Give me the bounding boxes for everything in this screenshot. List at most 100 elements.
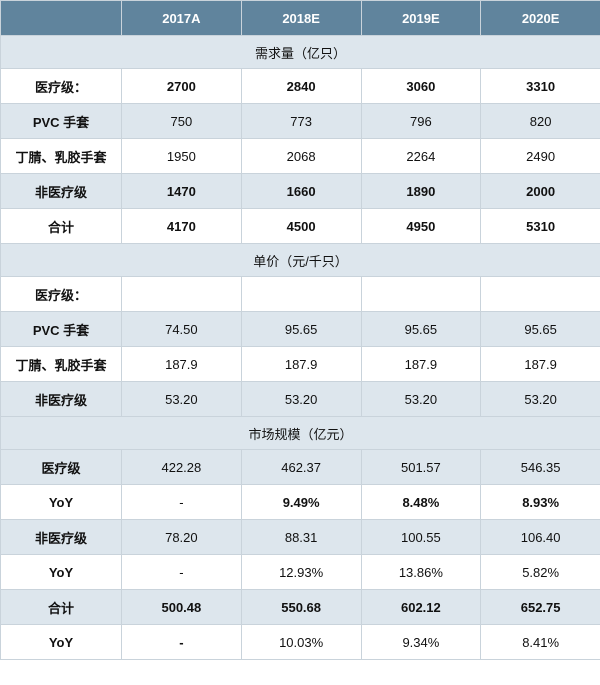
header-cell-2020e: 2020E (480, 0, 600, 36)
row-label: 非医疗级 (0, 381, 122, 417)
table-cell: 4950 (360, 208, 482, 244)
table-row: YoY -10.03% 9.34% 8.41% (0, 624, 600, 660)
table-cell: 8.93% (480, 484, 600, 520)
row-label: YoY (0, 554, 122, 590)
table-cell: 602.12 (360, 589, 482, 625)
table-cell: - (121, 554, 242, 590)
row-label: 丁腈、乳胶手套 (0, 346, 122, 382)
table-cell: 12.93% (240, 554, 362, 590)
table-cell: 187.9 (240, 346, 362, 382)
table-cell: 422.28 (121, 449, 242, 485)
table-cell: 106.40 (480, 519, 600, 555)
table-row: 医疗级 422.28 462.37 501.57 546.35 (0, 449, 600, 485)
table-cell: 4500 (240, 208, 362, 244)
table-row: PVC 手套 74.50 95.65 95.65 95.65 (0, 311, 600, 347)
section-title: 单价（元/千只） (0, 243, 600, 277)
table-cell: 9.34% (360, 624, 482, 660)
table-cell: 95.65 (240, 311, 362, 347)
table-cell (480, 276, 600, 312)
header-cell-2019e: 2019E (360, 0, 482, 36)
table-cell: 462.37 (240, 449, 362, 485)
table-cell: 652.75 (480, 589, 600, 625)
section-header-row: 单价（元/千只） (0, 243, 600, 277)
table-cell (240, 276, 362, 312)
table-cell: 9.49% (240, 484, 362, 520)
table-cell: 546.35 (480, 449, 600, 485)
table-row: 合计 4170 4500 4950 5310 (0, 208, 600, 244)
table-cell: 53.20 (480, 381, 600, 417)
table-cell: 2068 (240, 138, 362, 174)
table-body: 需求量（亿只） 医疗级： 2700 2840 3060 3310 PVC 手套 750 773 7… (0, 35, 600, 660)
row-label: PVC 手套 (0, 311, 122, 347)
table-cell: 501.57 (360, 449, 482, 485)
table-cell: 1470 (121, 173, 242, 209)
table-cell: 1890 (360, 173, 482, 209)
table-row: PVC 手套 750 773 796 820 (0, 103, 600, 139)
table-cell: 95.65 (480, 311, 600, 347)
table-cell: 53.20 (240, 381, 362, 417)
table-row: 非医疗级 53.20 53.20 53.20 53.20 (0, 381, 600, 417)
row-label: 医疗级： (0, 68, 122, 104)
table-cell: 820 (480, 103, 600, 139)
row-label: 合计 (0, 589, 122, 625)
table-cell: 4170 (121, 208, 242, 244)
table-cell: 8.48% (360, 484, 482, 520)
section-header-row: 需求量（亿只） (0, 35, 600, 69)
table-cell: 78.20 (121, 519, 242, 555)
glove-market-table: 2017A 2018E 2019E 2020E 需求量（亿只） 医疗级： 2700 2… (0, 0, 600, 660)
table-cell (121, 276, 242, 312)
table-row: 丁腈、乳胶手套 1950 2068 2264 2490 (0, 138, 600, 174)
table-cell: 2490 (480, 138, 600, 174)
header-row: 2017A 2018E 2019E 2020E (0, 0, 600, 36)
table-cell: 13.86% (360, 554, 482, 590)
table-cell: 53.20 (360, 381, 482, 417)
table-cell: 2840 (240, 68, 362, 104)
table-row: YoY -9.49% 8.48% 8.93% (0, 484, 600, 520)
table-cell: 1660 (240, 173, 362, 209)
table-cell: 773 (240, 103, 362, 139)
row-label: YoY (0, 624, 122, 660)
table-cell: 53.20 (121, 381, 242, 417)
table-cell: 500.48 (121, 589, 242, 625)
table-cell: - (121, 484, 242, 520)
table-cell: 2700 (121, 68, 242, 104)
header-cell-corner (0, 0, 122, 36)
row-label: PVC 手套 (0, 103, 122, 139)
table-row: 合计 500.48 550.68 602.12 652.75 (0, 589, 600, 625)
row-label: 丁腈、乳胶手套 (0, 138, 122, 174)
table-cell: 5.82% (480, 554, 600, 590)
table-cell: 74.50 (121, 311, 242, 347)
table-cell: 3310 (480, 68, 600, 104)
header-cell-2017a: 2017A (121, 0, 242, 36)
table-cell: 100.55 (360, 519, 482, 555)
table-cell: 187.9 (360, 346, 482, 382)
row-label: 合计 (0, 208, 122, 244)
section-title: 需求量（亿只） (0, 35, 600, 69)
table-cell: 187.9 (121, 346, 242, 382)
section-header-row: 市场规模（亿元） (0, 416, 600, 450)
table-cell: 95.65 (360, 311, 482, 347)
table-cell: 550.68 (240, 589, 362, 625)
table-row: YoY -12.93% 13.86% 5.82% (0, 554, 600, 590)
table-cell: 88.31 (240, 519, 362, 555)
row-label: 医疗级 (0, 449, 122, 485)
row-label: 医疗级： (0, 276, 122, 312)
table-cell: 5310 (480, 208, 600, 244)
table-cell (360, 276, 482, 312)
table-cell: 2264 (360, 138, 482, 174)
table-cell: 750 (121, 103, 242, 139)
table-row: 非医疗级 1470 1660 1890 2000 (0, 173, 600, 209)
table-cell: 1950 (121, 138, 242, 174)
row-label: 非医疗级 (0, 173, 122, 209)
table-cell: - (121, 624, 242, 660)
table-cell: 3060 (360, 68, 482, 104)
table-row: 非医疗级 78.20 88.31 100.55 106.40 (0, 519, 600, 555)
section-title: 市场规模（亿元） (0, 416, 600, 450)
table-cell: 10.03% (240, 624, 362, 660)
row-label: 非医疗级 (0, 519, 122, 555)
header-cell-2018e: 2018E (240, 0, 362, 36)
table-row: 医疗级： (0, 276, 600, 312)
table-cell: 796 (360, 103, 482, 139)
table-row: 医疗级： 2700 2840 3060 3310 (0, 68, 600, 104)
table-cell: 8.41% (480, 624, 600, 660)
